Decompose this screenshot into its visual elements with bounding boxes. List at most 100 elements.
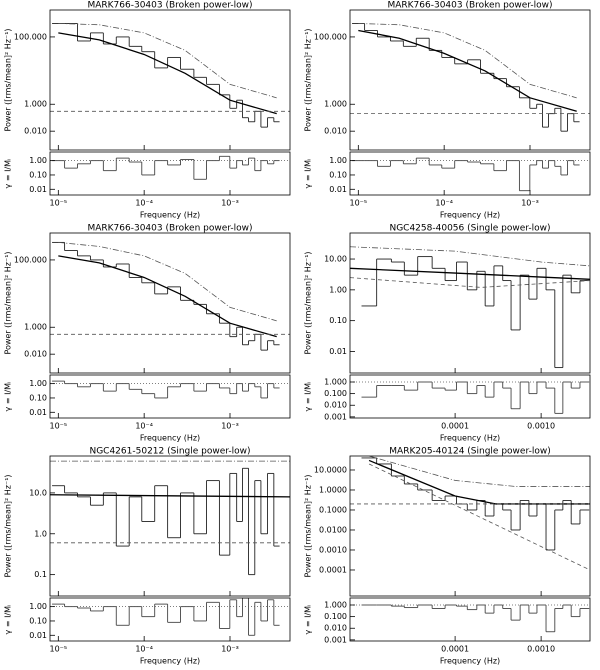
- x-tick-label: 10⁻⁵: [50, 645, 68, 654]
- plot-area: [350, 456, 590, 571]
- y-tick-label: 100.000: [14, 255, 47, 264]
- x-tick-label: 10⁻⁴: [135, 422, 153, 431]
- y-axis-label: γ = I/Mᵢ: [4, 382, 13, 412]
- y-tick-label: 0.01: [329, 185, 347, 194]
- panel-title: MARK766-30403 (Broken power-low): [87, 1, 252, 11]
- plot-frame: [349, 597, 591, 642]
- plot-area: [50, 155, 290, 180]
- panel-title: NGC4261-50212 (Single power-low): [89, 447, 250, 457]
- y-tick-label: 0.10: [329, 316, 347, 325]
- y-tick-label: 0.010: [324, 127, 347, 136]
- x-tick-label: 10⁻⁴: [135, 199, 153, 208]
- dashdot-line: [58, 242, 277, 322]
- y-tick-label: 1.000: [24, 100, 47, 109]
- y-tick-label: 0.10: [29, 393, 47, 402]
- y-tick-label: 1.0: [34, 529, 47, 538]
- y-tick-label: 0.10: [29, 170, 47, 179]
- plot-frame: [349, 232, 591, 374]
- y-tick-label: 0.01: [29, 185, 47, 194]
- y-tick-label: 0.100: [324, 389, 347, 398]
- plot-frame: [49, 374, 291, 419]
- y-tick-label: 0.010: [324, 624, 347, 633]
- y-tick-label: 100.000: [14, 32, 47, 41]
- y-tick-label: 0.0100: [319, 525, 347, 534]
- y-tick-label: 100.000: [314, 32, 347, 41]
- plot-frame: [349, 374, 591, 419]
- x-axis-label: Frequency (Hz): [440, 211, 500, 220]
- y-tick-label: 10.00: [324, 255, 347, 264]
- plot-area: [350, 157, 590, 192]
- solid-line: [50, 494, 290, 498]
- y-tick-label: 1.000: [24, 323, 47, 332]
- y-axis-label: Power ([rms/mean]² Hz⁻¹): [304, 28, 313, 131]
- plot-area: [50, 241, 290, 351]
- solid-line: [58, 255, 277, 338]
- y-tick-label: 0.010: [24, 350, 47, 359]
- y-tick-label: 1.0000: [319, 485, 347, 494]
- y-axis-label: γ = I/Mᵢ: [304, 382, 313, 412]
- solid-line: [358, 29, 577, 112]
- y-axis-label: Power ([rms/mean]² Hz⁻¹): [4, 474, 13, 577]
- y-tick-label: 0.001: [324, 635, 347, 644]
- panel-title: MARK766-30403 (Broken power-low): [387, 1, 552, 11]
- y-tick-label: 0.0001: [319, 565, 347, 574]
- plot-frame: [49, 232, 291, 374]
- plot-frame: [349, 455, 591, 597]
- dashdot-line: [58, 23, 277, 99]
- y-tick-label: 1.000: [324, 600, 347, 609]
- plot-frame: [49, 9, 291, 151]
- x-tick-label: 10⁻⁵: [350, 199, 368, 208]
- y-axis-label: γ = I/Mᵢ: [304, 605, 313, 635]
- panel-title: MARK205-40124 (Single power-low): [389, 447, 550, 457]
- x-tick-label: 0.0001: [441, 422, 469, 431]
- solid-line: [368, 459, 590, 505]
- y-axis-label: γ = I/Mᵢ: [4, 159, 13, 189]
- y-tick-label: 0.01: [29, 631, 47, 640]
- y-axis-label: Power ([rms/mean]² Hz⁻¹): [304, 474, 313, 577]
- y-tick-label: 0.100: [324, 612, 347, 621]
- y-tick-label: 1.00: [29, 156, 47, 165]
- plot-area: [50, 598, 290, 636]
- plot-area: [50, 23, 290, 128]
- x-axis-label: Frequency (Hz): [140, 434, 200, 443]
- y-tick-label: 1.00: [29, 602, 47, 611]
- y-tick-label: 10.0: [29, 488, 47, 497]
- dashed-line: [368, 463, 590, 571]
- plot-frame: [49, 455, 291, 597]
- solid-line: [350, 267, 590, 280]
- y-tick-label: 0.010: [324, 401, 347, 410]
- y-tick-label: 0.001: [324, 412, 347, 421]
- y-tick-label: 1.00: [329, 156, 347, 165]
- y-axis-label: Power ([rms/mean]² Hz⁻¹): [304, 251, 313, 354]
- plot-area: [350, 604, 590, 633]
- y-tick-label: 0.01: [29, 408, 47, 417]
- y-axis-label: γ = I/Mᵢ: [304, 159, 313, 189]
- panel-title: NGC4258-40056 (Single power-low): [389, 224, 550, 234]
- plot-area: [350, 23, 590, 132]
- y-tick-label: 0.10: [29, 616, 47, 625]
- y-tick-label: 0.1000: [319, 505, 347, 514]
- y-axis-label: γ = I/Mᵢ: [4, 605, 13, 635]
- x-tick-label: 10⁻³: [521, 199, 539, 208]
- dashdot-line: [350, 246, 590, 267]
- y-axis-label: Power ([rms/mean]² Hz⁻¹): [4, 28, 13, 131]
- x-axis-label: Frequency (Hz): [140, 211, 200, 220]
- x-axis-label: Frequency (Hz): [440, 434, 500, 443]
- x-tick-label: 10⁻⁴: [435, 199, 453, 208]
- x-tick-label: 10⁻³: [221, 422, 239, 431]
- x-tick-label: 10⁻⁴: [135, 645, 153, 654]
- y-tick-label: 1.000: [324, 100, 347, 109]
- x-tick-label: 0.0001: [441, 645, 469, 654]
- y-axis-label: Power ([rms/mean]² Hz⁻¹): [4, 251, 13, 354]
- y-tick-label: 10.0000: [314, 465, 347, 474]
- dashed-line: [350, 277, 590, 288]
- plot-frame: [349, 151, 591, 196]
- x-tick-label: 10⁻³: [221, 645, 239, 654]
- x-tick-label: 10⁻⁵: [50, 422, 68, 431]
- y-tick-label: 1.00: [29, 379, 47, 388]
- y-tick-label: 1.00: [329, 285, 347, 294]
- x-axis-label: Frequency (Hz): [440, 657, 500, 666]
- x-tick-label: 0.0010: [527, 645, 555, 654]
- dashdot-line: [358, 23, 577, 99]
